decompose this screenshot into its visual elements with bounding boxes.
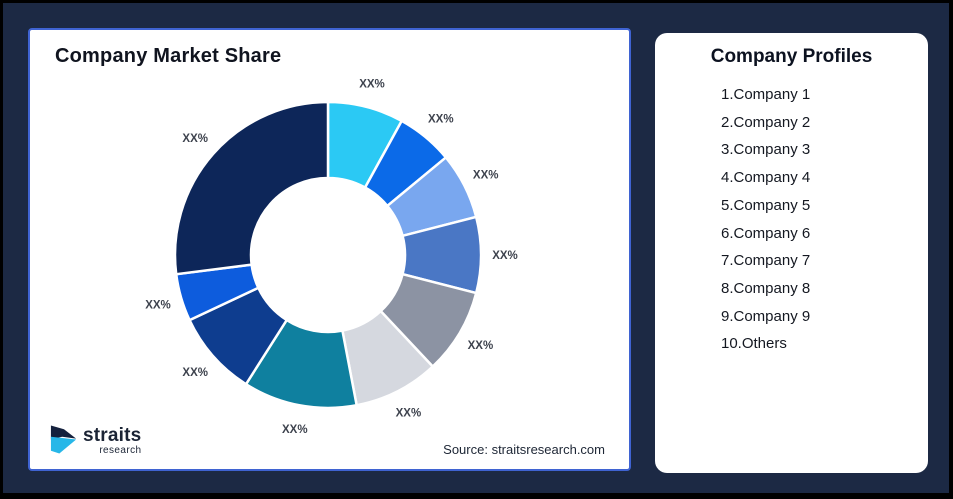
- segment-label: XX%: [492, 250, 518, 262]
- segment-label: XX%: [182, 367, 208, 379]
- list-item: 5.Company 5: [721, 196, 811, 214]
- chart-title: Company Market Share: [55, 45, 282, 67]
- segment-label: XX%: [282, 424, 308, 436]
- donut-chart: XX% XX% XX% XX% XX% XX% XX% XX% XX% XX%: [145, 79, 518, 436]
- list-item: 8.Company 8: [721, 279, 811, 297]
- straits-logo: straits research: [50, 424, 141, 456]
- company-profiles-card: Company Profiles 1.Company 1 2.Company 2 3…: [655, 33, 928, 473]
- source-text: Source: straitsresearch.com: [443, 442, 605, 457]
- segment-label: XX%: [145, 299, 171, 311]
- logo-subtext: research: [99, 445, 142, 456]
- donut-segment: [173, 100, 330, 276]
- list-item: 10.Others: [721, 335, 787, 353]
- segment-label: XX%: [359, 79, 385, 91]
- segment-label: XX%: [473, 170, 499, 182]
- list-item: 7.Company 7: [721, 252, 811, 270]
- list-item: 3.Company 3: [721, 141, 811, 159]
- list-item: 2.Company 2: [721, 113, 811, 131]
- logo-mark-cyan-chevron: [50, 436, 77, 454]
- straits-logo-icon: [50, 425, 77, 454]
- segment-label: XX%: [428, 114, 454, 126]
- list-item: 6.Company 6: [721, 224, 811, 242]
- logo-text: straits: [83, 425, 142, 446]
- company-list: 1.Company 1 2.Company 2 3.Company 3 4.Compa…: [655, 81, 928, 358]
- logo-wordmark: straits research: [83, 425, 142, 456]
- logo-mark-dark-chevron: [50, 425, 77, 440]
- segment-label: XX%: [182, 133, 208, 145]
- list-item: 9.Company 9: [721, 307, 811, 325]
- market-share-card: Company Market Share XX% XX% XX% XX% XX% XX% X…: [28, 28, 631, 471]
- list-item: 4.Company 4: [721, 169, 811, 187]
- panel-title: Company Profiles: [710, 46, 873, 67]
- segment-label: XX%: [396, 408, 422, 420]
- segment-label: XX%: [468, 340, 494, 352]
- list-item: 1.Company 1: [721, 86, 811, 103]
